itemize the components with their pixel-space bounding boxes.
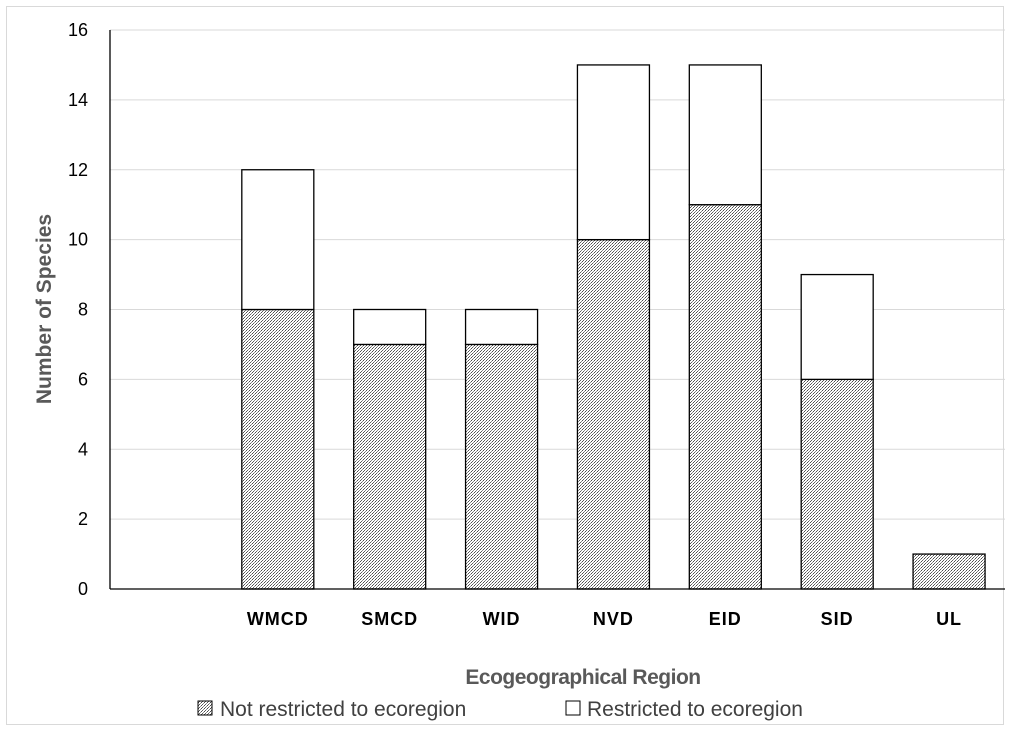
- x-axis-title: Ecogeographical Region: [465, 666, 700, 689]
- legend-swatch-not-restricted: [197, 700, 213, 716]
- bar-restricted-sid: [800, 273, 874, 381]
- bar-not-restricted-nvd: [576, 238, 651, 590]
- x-tick-label-wmcd: WMCD: [247, 609, 309, 629]
- bar-restricted-eid: [688, 64, 762, 206]
- bar-restricted-smcd: [353, 308, 427, 346]
- bar-restricted-wid: [464, 308, 539, 346]
- y-tick-labels: 0 2 4 6 8 10 12 14 16: [68, 20, 88, 599]
- y-tick-label: 6: [78, 369, 88, 389]
- y-tick-label: 8: [78, 300, 88, 320]
- x-tick-label-ul: UL: [936, 609, 962, 629]
- bar-not-restricted-eid: [688, 204, 762, 590]
- x-tick-label-nvd: NVD: [593, 609, 634, 629]
- bars: [241, 64, 986, 590]
- y-tick-label: 10: [68, 230, 88, 250]
- legend-label-not-restricted: Not restricted to ecoregion: [220, 698, 466, 721]
- bar-not-restricted-sid: [800, 378, 874, 590]
- y-axis-title: Number of Species: [33, 214, 56, 404]
- x-tick-label-eid: EID: [709, 609, 742, 629]
- y-tick-label: 4: [78, 439, 88, 459]
- bar-restricted-nvd: [576, 64, 651, 241]
- bar-not-restricted-wid: [464, 343, 539, 590]
- x-tick-label-sid: SID: [821, 609, 854, 629]
- chart-frame: [6, 6, 1004, 725]
- legend: Not restricted to ecoregion Restricted t…: [197, 698, 803, 721]
- y-tick-label: 2: [78, 509, 88, 529]
- legend-label-restricted: Restricted to ecoregion: [587, 698, 803, 721]
- y-tick-label: 12: [68, 160, 88, 180]
- x-tick-label-wid: WID: [483, 609, 521, 629]
- y-tick-label: 14: [68, 90, 88, 110]
- axes: [109, 30, 1005, 590]
- legend-swatch-restricted: [565, 700, 581, 716]
- y-tick-label: 0: [78, 579, 88, 599]
- bar-not-restricted-wmcd: [241, 308, 315, 590]
- bar-not-restricted-ul: [912, 553, 986, 590]
- bar-restricted-wmcd: [241, 169, 315, 311]
- y-tick-label: 16: [68, 20, 88, 40]
- x-tick-label-smcd: SMCD: [361, 609, 418, 629]
- bar-not-restricted-smcd: [353, 343, 427, 590]
- x-tick-labels: WMCD SMCD WID NVD EID SID UL: [247, 609, 962, 629]
